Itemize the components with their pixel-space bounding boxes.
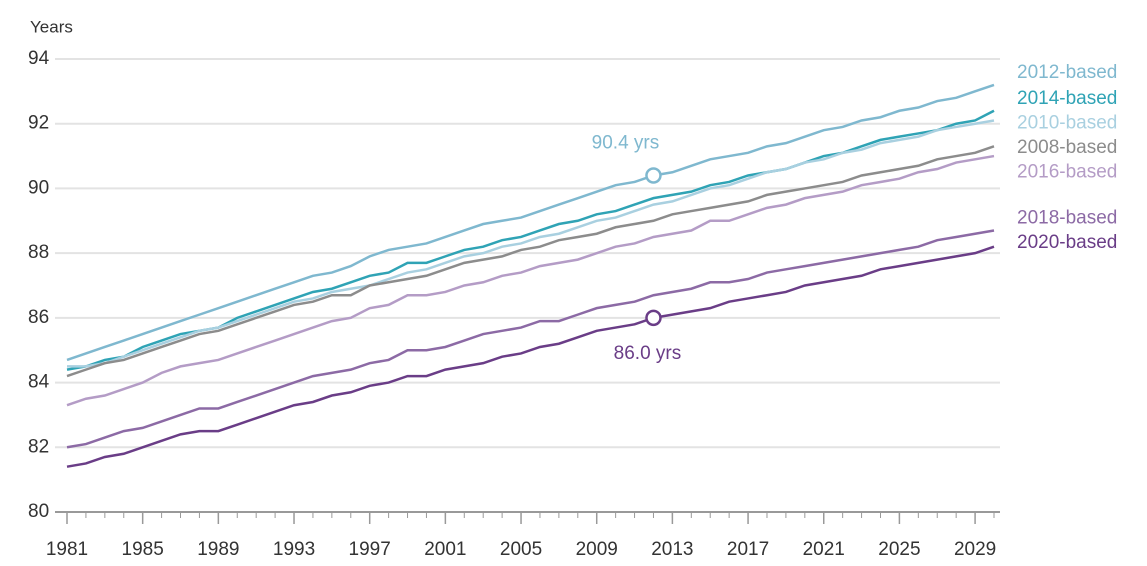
x-tick-label: 2013	[651, 539, 693, 560]
legend-label: 2016-based	[1017, 161, 1117, 182]
x-tick-label: 2005	[500, 539, 542, 560]
x-tick-label: 2025	[878, 539, 920, 560]
y-tick-label: 80	[28, 501, 49, 522]
y-tick-label: 90	[28, 177, 49, 198]
annotation-marker	[645, 167, 662, 184]
x-tick-label: 2009	[576, 539, 618, 560]
y-tick-label: 86	[28, 307, 49, 328]
x-tick-label: 1985	[122, 539, 164, 560]
series-line	[67, 119, 995, 368]
series-line	[66, 154, 995, 407]
y-tick-label: 94	[28, 48, 50, 69]
x-tick-label: 1993	[273, 539, 315, 560]
y-tick-label: 84	[28, 372, 50, 393]
series-line	[66, 145, 995, 378]
x-tick-label: 1989	[197, 539, 239, 560]
x-tick-label: 2029	[954, 539, 996, 560]
y-tick-label: 92	[28, 113, 49, 134]
y-tick-label: 82	[28, 436, 49, 457]
legend-label: 2014-based	[1017, 88, 1117, 109]
x-tick-label: 2021	[803, 539, 845, 560]
x-tick-label: 1981	[46, 539, 88, 560]
x-tick-label: 2017	[727, 539, 769, 560]
legend-label: 2008-based	[1017, 137, 1117, 158]
legend-label: 2010-based	[1017, 112, 1117, 133]
series-line	[66, 83, 995, 362]
series-line	[66, 245, 995, 468]
annotation-label: 90.4 yrs	[592, 133, 660, 154]
x-tick-label: 2001	[424, 539, 466, 560]
x-tick-label: 1997	[349, 539, 391, 560]
y-tick-label: 88	[28, 242, 49, 263]
legend-label: 2012-based	[1017, 62, 1117, 83]
annotation-label: 86.0 yrs	[614, 343, 682, 364]
annotation-marker	[645, 309, 662, 327]
legend-label: 2018-based	[1017, 208, 1117, 229]
legend-label: 2020-based	[1017, 232, 1117, 253]
y-axis-label: Years	[30, 17, 73, 36]
series-line	[66, 229, 995, 449]
